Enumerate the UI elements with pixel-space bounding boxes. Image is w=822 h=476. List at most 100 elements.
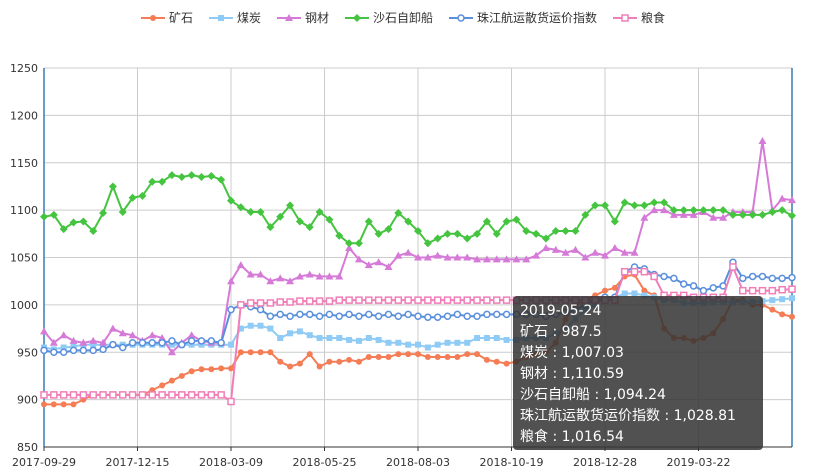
data-point (89, 226, 98, 235)
legend-label: 矿石 (169, 11, 193, 25)
data-point (256, 208, 265, 217)
axes: 850 900 950 1000 1050 1100 1150 1200 1250 2017-09… (10, 62, 793, 469)
data-point (748, 272, 757, 281)
data-point (492, 255, 501, 263)
data-point (532, 229, 541, 238)
data-point (502, 255, 511, 263)
data-point (59, 348, 68, 356)
data-point (541, 234, 550, 243)
data-point (128, 331, 137, 339)
data-point (679, 206, 688, 215)
data-point (41, 401, 47, 408)
data-point (257, 322, 264, 329)
data-point (69, 336, 78, 344)
data-point (228, 341, 234, 348)
data-point (315, 312, 324, 320)
data-point (187, 337, 196, 345)
data-point (788, 273, 796, 282)
y-tick-label: 1200 (10, 109, 38, 122)
data-point (60, 401, 67, 408)
data-point (296, 360, 303, 367)
data-point (502, 296, 511, 304)
data-point (522, 226, 531, 235)
y-tick-label: 1250 (10, 62, 38, 75)
x-tick-label: 2017-09-29 (12, 456, 76, 469)
data-point (325, 297, 334, 305)
data-point (620, 267, 629, 276)
tooltip-line-steel: 钢材 : 1,110.59 (520, 366, 624, 382)
data-point (778, 206, 787, 215)
data-point (217, 175, 226, 184)
data-point (375, 353, 382, 360)
data-point (276, 212, 285, 221)
tooltip-line-coal: 煤炭 : 1,007.03 (520, 345, 624, 361)
data-point (453, 229, 462, 238)
data-point (492, 296, 501, 304)
data-point (167, 171, 176, 180)
data-point (148, 391, 157, 399)
data-point (148, 331, 157, 339)
data-point (414, 253, 422, 261)
data-point (335, 272, 344, 280)
data-point (316, 335, 323, 342)
data-point (374, 296, 383, 304)
data-point (779, 311, 786, 318)
data-point (118, 391, 127, 399)
data-point (59, 391, 68, 399)
data-point (433, 234, 442, 243)
data-point (571, 226, 580, 235)
data-point (49, 210, 58, 219)
data-point (483, 296, 491, 304)
legend: 矿石 煤炭 钢材 沙石自卸船 珠江航运散货运价指数 粮食 (141, 10, 665, 25)
data-point (118, 329, 127, 337)
data-point (551, 245, 560, 253)
data-point (463, 253, 472, 261)
data-point (443, 229, 452, 238)
data-point (306, 332, 313, 339)
data-point (108, 182, 117, 191)
data-point (336, 358, 343, 365)
data-point (266, 277, 275, 285)
data-point (464, 351, 471, 358)
data-point (748, 286, 757, 295)
data-point (246, 299, 255, 307)
data-point (679, 280, 688, 288)
data-point (443, 296, 452, 304)
legend-swatch-marker (353, 14, 361, 22)
data-point (778, 274, 786, 283)
data-point (788, 285, 796, 293)
data-point (325, 310, 334, 319)
data-point (227, 277, 235, 285)
data-point (620, 248, 629, 256)
data-point (40, 346, 48, 355)
data-point (237, 325, 244, 332)
data-point (257, 349, 264, 356)
data-point (128, 339, 137, 347)
data-point (247, 322, 254, 329)
data-point (630, 248, 639, 256)
data-point (315, 272, 324, 280)
data-point (503, 360, 510, 367)
data-point (640, 213, 649, 221)
data-point (394, 208, 403, 217)
data-point (404, 217, 413, 226)
data-point (493, 335, 500, 342)
data-point (364, 217, 373, 226)
y-tick-label: 1100 (10, 204, 38, 217)
data-point (748, 210, 757, 219)
data-point (483, 356, 490, 363)
data-point (423, 239, 432, 248)
data-point (719, 206, 728, 215)
data-point (218, 365, 225, 372)
data-point (168, 337, 176, 345)
tooltip-date: 2019-05-24 (520, 303, 602, 319)
data-point (394, 251, 403, 259)
data-point (188, 368, 195, 375)
data-point (256, 270, 265, 278)
data-point (689, 206, 698, 215)
data-point (384, 225, 393, 234)
tooltip-line-ore: 矿石 : 987.5 (520, 324, 602, 340)
data-point (789, 313, 795, 320)
x-tick-label: 2018-05-25 (293, 456, 357, 469)
data-point (89, 391, 97, 399)
